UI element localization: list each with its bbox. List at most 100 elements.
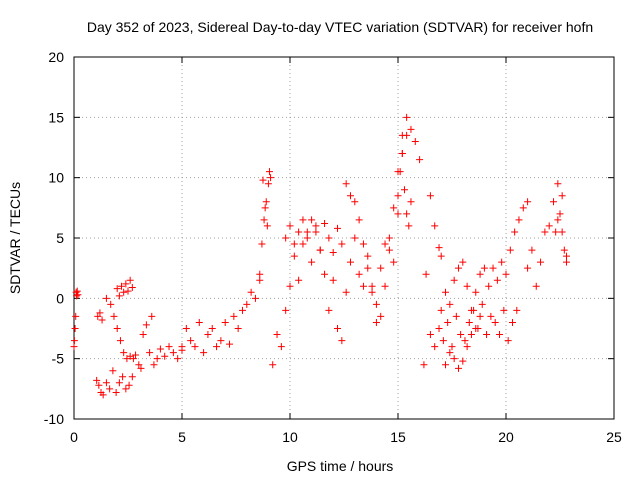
data-point-marker bbox=[385, 234, 393, 242]
data-point-marker bbox=[295, 276, 303, 284]
series-arc-13 bbox=[420, 192, 484, 372]
data-point-marker bbox=[312, 228, 320, 236]
data-point-marker bbox=[515, 216, 523, 224]
series-arc-5 bbox=[135, 312, 186, 372]
data-point-marker bbox=[558, 228, 566, 236]
data-point-marker bbox=[364, 264, 372, 272]
data-point-marker bbox=[398, 150, 406, 158]
data-point-marker bbox=[277, 343, 285, 351]
data-point-marker bbox=[558, 192, 566, 200]
data-point-marker bbox=[489, 264, 497, 272]
data-point-marker bbox=[524, 198, 532, 206]
y-tick-label: 5 bbox=[56, 230, 64, 246]
data-point-marker bbox=[325, 306, 333, 314]
data-point-marker bbox=[446, 349, 454, 357]
data-point-marker bbox=[195, 318, 203, 326]
data-point-marker bbox=[299, 216, 307, 224]
x-axis-label: GPS time / hours bbox=[287, 458, 394, 474]
data-point-marker bbox=[217, 337, 225, 345]
data-point-marker bbox=[113, 285, 121, 293]
series-arc-7 bbox=[256, 168, 275, 278]
data-point-marker bbox=[116, 337, 124, 345]
data-point-marker bbox=[221, 318, 229, 326]
series-arc-2 bbox=[93, 367, 136, 399]
data-points bbox=[70, 113, 570, 399]
data-point-marker bbox=[99, 391, 107, 399]
data-point-marker bbox=[502, 270, 510, 278]
data-point-marker bbox=[299, 240, 307, 248]
data-point-marker bbox=[238, 306, 246, 314]
data-point-marker bbox=[150, 361, 158, 369]
x-tick-label: 20 bbox=[498, 429, 514, 445]
data-point-marker bbox=[403, 210, 411, 218]
data-point-marker bbox=[261, 204, 269, 212]
x-tick-label: 25 bbox=[606, 429, 622, 445]
grid-lines bbox=[74, 57, 614, 419]
data-point-marker bbox=[70, 343, 78, 351]
data-point-marker bbox=[118, 282, 126, 290]
data-point-marker bbox=[476, 312, 484, 320]
data-point-marker bbox=[459, 357, 467, 365]
data-point-marker bbox=[480, 264, 488, 272]
data-point-marker bbox=[390, 258, 398, 266]
data-point-marker bbox=[243, 300, 251, 308]
data-point-marker bbox=[420, 361, 428, 369]
data-point-marker bbox=[442, 288, 450, 296]
data-point-marker bbox=[426, 331, 434, 339]
data-point-marker bbox=[385, 246, 393, 254]
data-point-marker bbox=[422, 270, 430, 278]
data-point-marker bbox=[142, 321, 150, 329]
data-point-marker bbox=[73, 292, 81, 300]
data-point-marker bbox=[342, 180, 350, 188]
data-point-marker bbox=[532, 282, 540, 290]
data-point-marker bbox=[562, 252, 570, 260]
data-point-marker bbox=[411, 137, 419, 145]
y-tick-label: 10 bbox=[48, 170, 64, 186]
series-arc-8 bbox=[269, 222, 359, 369]
data-point-marker bbox=[504, 337, 512, 345]
data-point-marker bbox=[431, 343, 439, 351]
data-point-marker bbox=[290, 252, 298, 260]
data-point-marker bbox=[115, 379, 123, 387]
data-point-marker bbox=[485, 282, 493, 290]
data-point-marker bbox=[106, 385, 114, 393]
data-point-marker bbox=[282, 306, 290, 314]
data-point-marker bbox=[342, 288, 350, 296]
data-point-marker bbox=[431, 222, 439, 230]
y-tick-label: 20 bbox=[48, 49, 64, 65]
data-point-marker bbox=[286, 222, 294, 230]
data-point-marker bbox=[251, 294, 259, 302]
data-point-marker bbox=[102, 379, 110, 387]
data-point-marker bbox=[476, 270, 484, 278]
data-point-marker bbox=[119, 373, 127, 381]
data-point-marker bbox=[132, 351, 140, 359]
data-point-marker bbox=[394, 210, 402, 218]
data-point-marker bbox=[554, 216, 562, 224]
data-point-marker bbox=[465, 318, 473, 326]
data-point-marker bbox=[437, 306, 445, 314]
data-point-marker bbox=[459, 258, 467, 266]
y-axis-label: SDTVAR / TECUs bbox=[7, 182, 23, 294]
data-point-marker bbox=[457, 331, 465, 339]
y-tick-label: 0 bbox=[56, 290, 64, 306]
y-tick-label: -10 bbox=[44, 411, 64, 427]
data-point-marker bbox=[262, 198, 270, 206]
data-point-marker bbox=[264, 180, 272, 188]
data-point-marker bbox=[146, 349, 154, 357]
series-arc-4 bbox=[113, 276, 136, 300]
data-point-marker bbox=[377, 312, 385, 320]
data-point-marker bbox=[226, 340, 234, 348]
data-point-marker bbox=[407, 198, 415, 206]
data-point-marker bbox=[115, 292, 123, 300]
data-point-marker bbox=[122, 280, 130, 288]
data-point-marker bbox=[200, 349, 208, 357]
data-point-marker bbox=[461, 337, 469, 345]
series-arc-10 bbox=[342, 113, 411, 320]
data-point-marker bbox=[321, 220, 329, 228]
series-arc-11 bbox=[355, 125, 424, 326]
data-point-marker bbox=[545, 222, 553, 230]
data-point-marker bbox=[338, 240, 346, 248]
data-point-marker bbox=[263, 222, 271, 230]
data-point-marker bbox=[396, 168, 404, 176]
data-point-marker bbox=[435, 244, 443, 252]
